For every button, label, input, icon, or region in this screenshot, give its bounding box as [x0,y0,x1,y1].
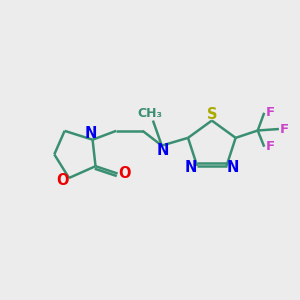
Text: S: S [207,106,217,122]
Text: F: F [266,140,274,153]
Text: N: N [184,160,197,175]
Text: O: O [56,173,69,188]
Text: F: F [280,122,289,136]
Text: O: O [118,166,130,181]
Text: CH₃: CH₃ [137,107,163,120]
Text: N: N [157,143,170,158]
Text: N: N [85,126,97,141]
Text: N: N [227,160,239,175]
Text: F: F [266,106,274,119]
